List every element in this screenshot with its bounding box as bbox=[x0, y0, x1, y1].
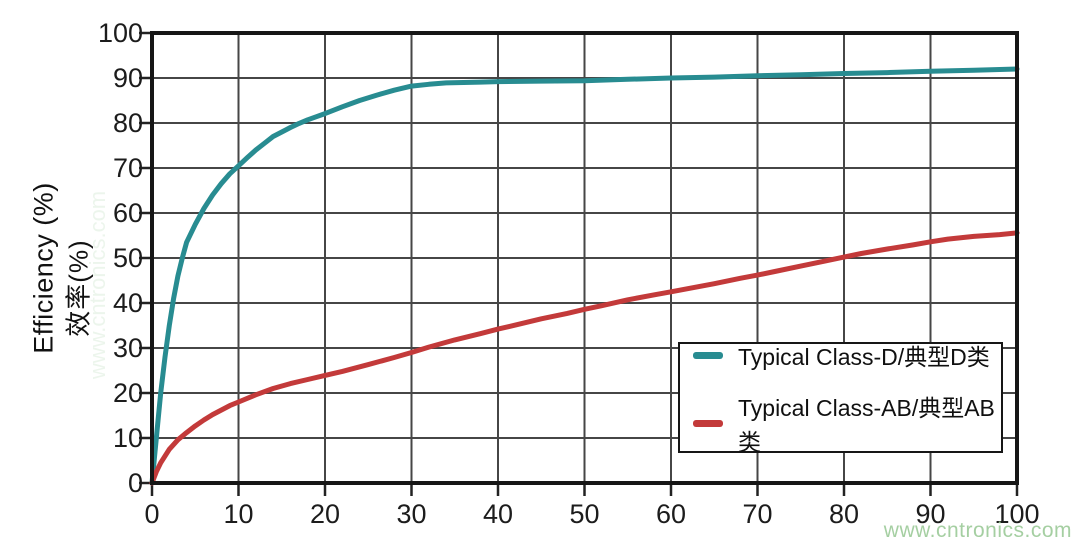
x-tick-label: 40 bbox=[482, 499, 514, 529]
watermark-vertical: www.cntronics.com bbox=[85, 190, 110, 380]
y-tick-label: 20 bbox=[112, 378, 143, 408]
series-line-1 bbox=[149, 230, 1020, 486]
y-tick-label: 50 bbox=[112, 243, 143, 273]
legend-item-class-ab: Typical Class-AB/典型AB类 bbox=[693, 389, 1001, 457]
legend-swatch-class-d bbox=[693, 351, 723, 359]
x-tick-label: 70 bbox=[742, 499, 773, 529]
y-tick-label: 0 bbox=[127, 468, 143, 498]
y-tick-label: 100 bbox=[97, 18, 143, 48]
x-tick-label: 50 bbox=[569, 499, 600, 529]
watermark: www.cntronics.com bbox=[883, 519, 1072, 542]
x-tick-label: 80 bbox=[828, 499, 860, 529]
y-tick-label: 10 bbox=[112, 423, 143, 453]
y-tick-label: 70 bbox=[112, 153, 143, 183]
legend-label-class-d: Typical Class-D/典型D类 bbox=[738, 344, 990, 370]
legend-item-class-d: Typical Class-D/典型D类 bbox=[693, 338, 1001, 372]
x-tick-label: 0 bbox=[144, 499, 160, 529]
x-tick-label: 10 bbox=[223, 499, 254, 529]
series-line-0 bbox=[149, 66, 1020, 486]
x-tick-label: 100 bbox=[994, 499, 1040, 529]
x-tick-label: 90 bbox=[915, 499, 946, 529]
y-tick-label: 60 bbox=[112, 198, 143, 228]
x-tick-label: 30 bbox=[396, 499, 427, 529]
x-tick-label: 60 bbox=[655, 499, 687, 529]
plot-frame bbox=[150, 31, 1019, 485]
y-axis-title: Efficiency (%) bbox=[28, 182, 59, 354]
y-tick-label: 80 bbox=[112, 108, 143, 138]
y-tick-label: 40 bbox=[112, 288, 143, 318]
legend-swatch-class-ab bbox=[693, 419, 723, 427]
legend-label-class-ab: Typical Class-AB/典型AB类 bbox=[738, 395, 995, 455]
x-tick-label: 20 bbox=[309, 499, 341, 529]
y-tick-label: 30 bbox=[112, 333, 143, 363]
legend: Typical Class-D/典型D类 Typical Class-AB/典型… bbox=[678, 342, 1003, 455]
y-tick-label: 90 bbox=[112, 63, 143, 93]
